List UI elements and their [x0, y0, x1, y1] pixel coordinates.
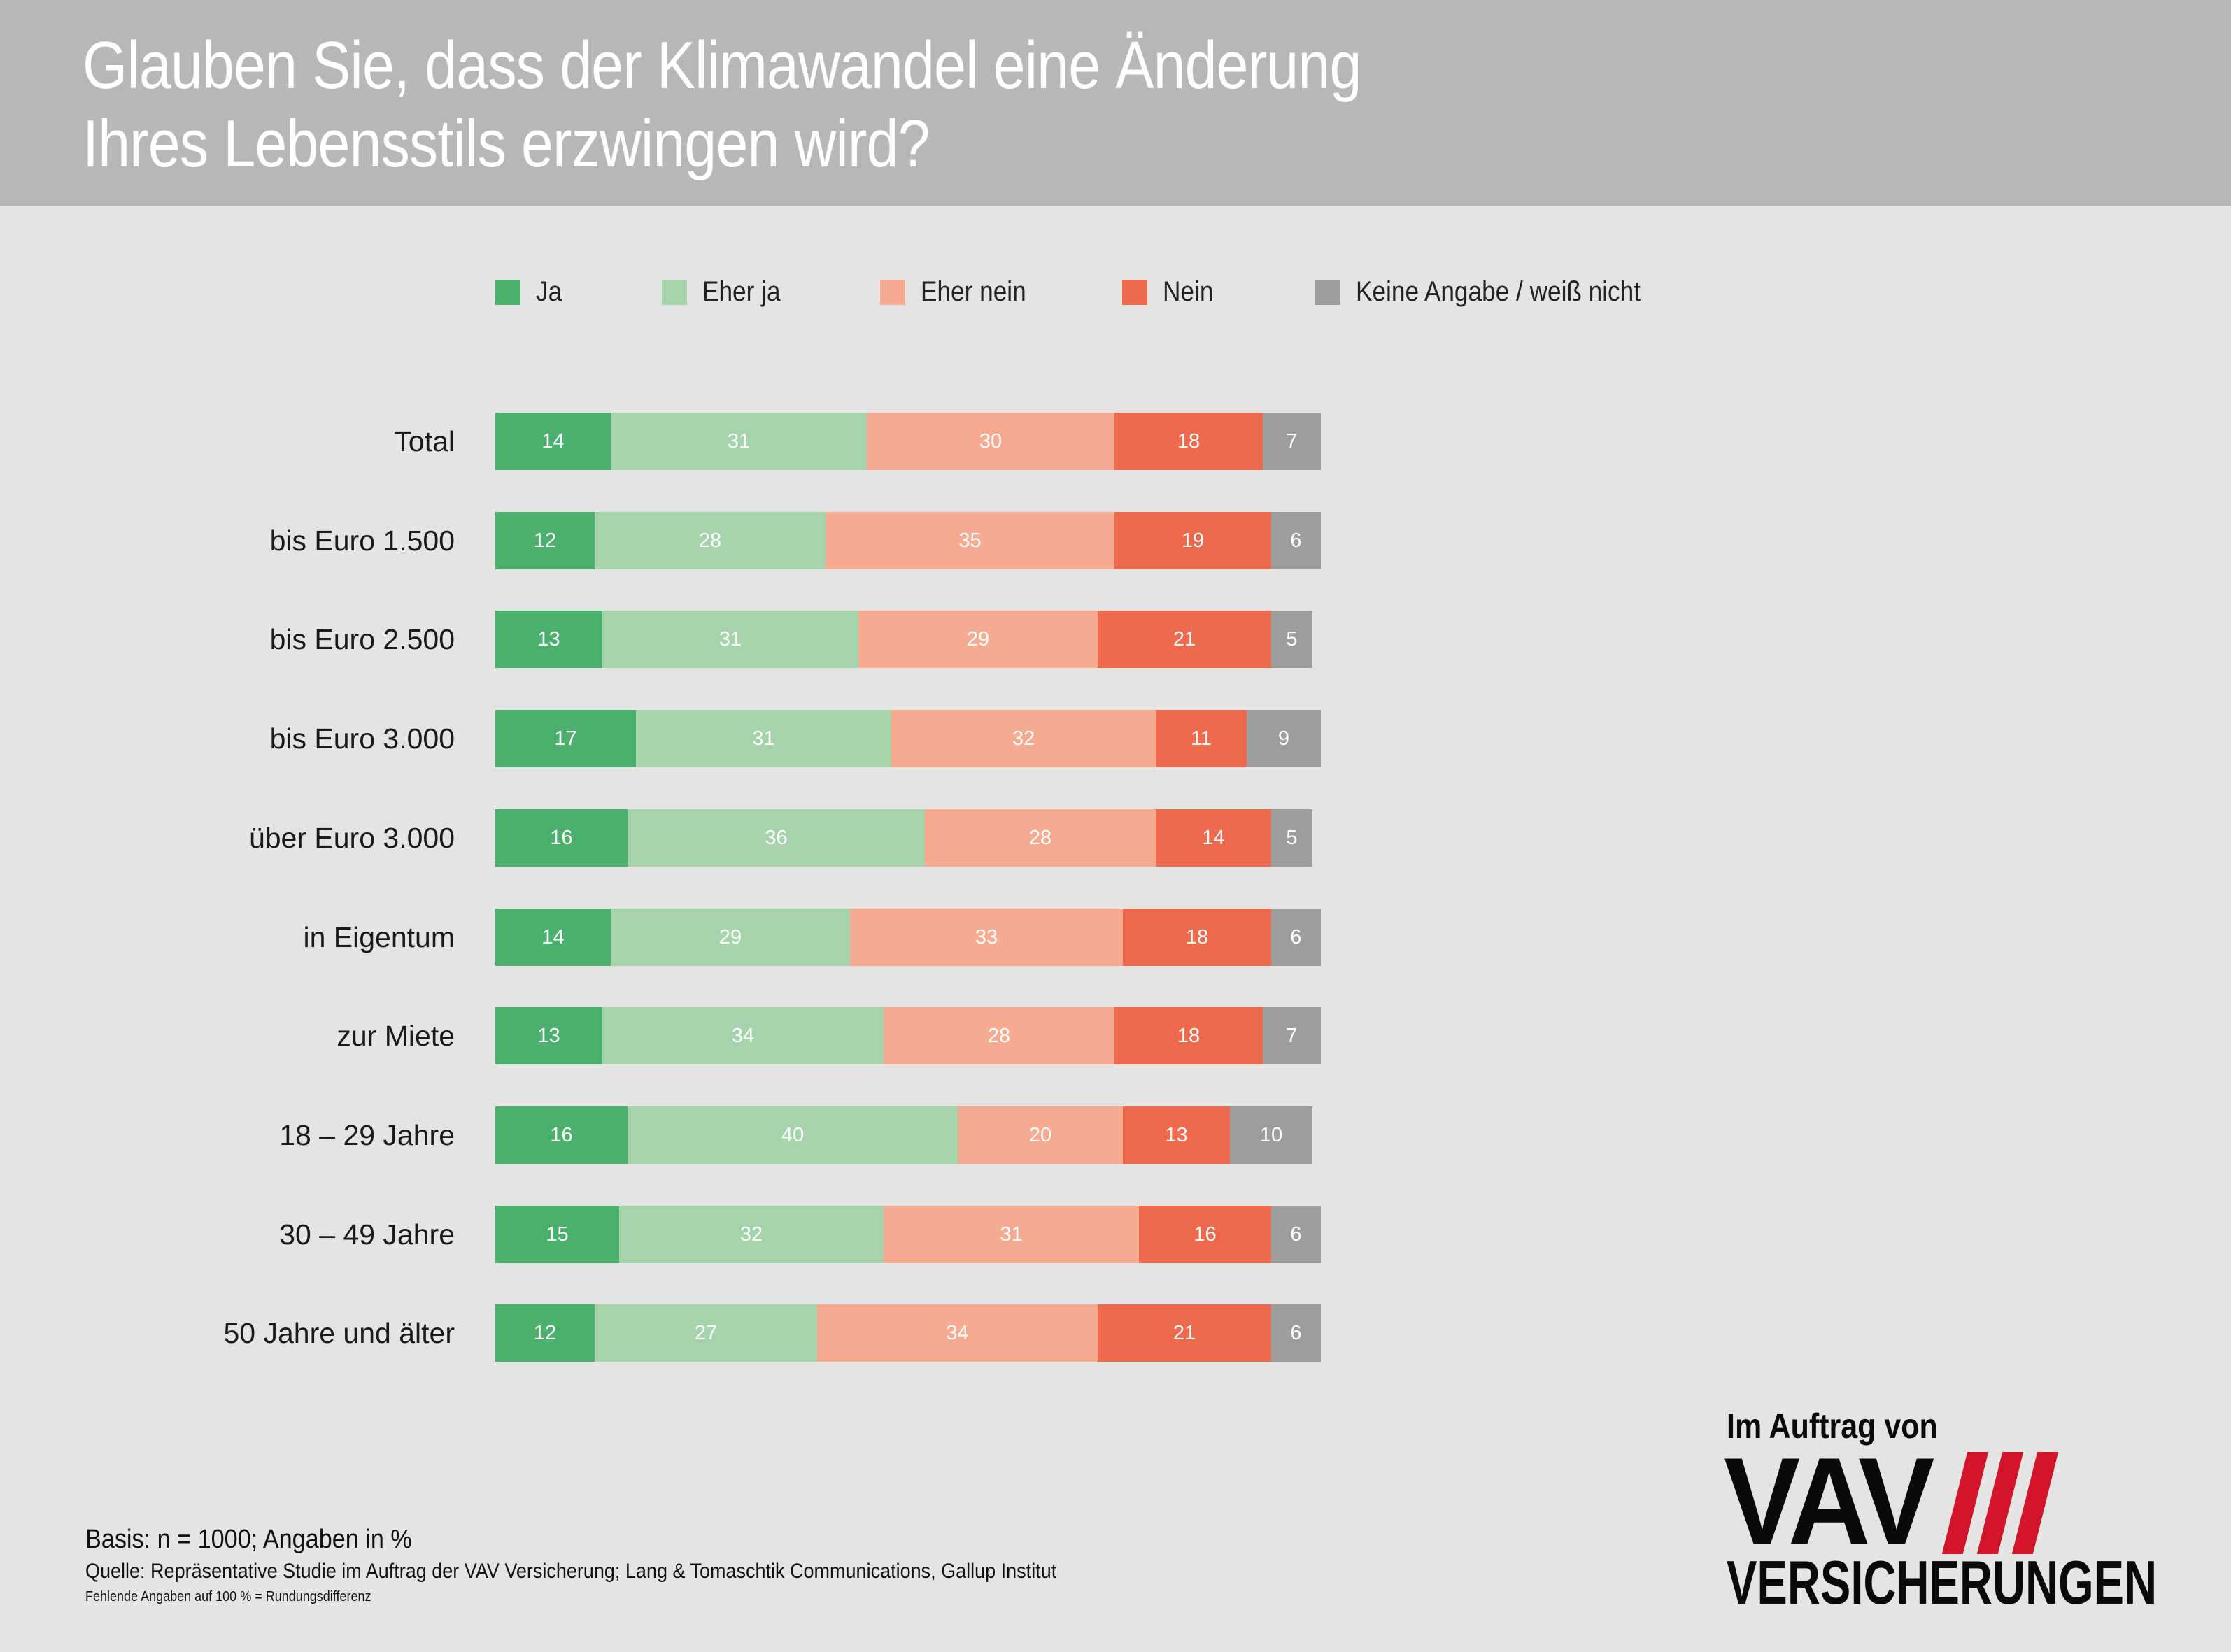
- bar-segment: 15: [495, 1206, 619, 1263]
- bar-segment: 30: [867, 413, 1114, 470]
- bar-segment: 5: [1271, 809, 1312, 867]
- bar-segment: 29: [611, 909, 850, 966]
- bar-segment: 6: [1271, 1206, 1321, 1263]
- bar-segment: 13: [495, 1007, 602, 1064]
- bar-segment: 14: [495, 909, 611, 966]
- legend-label: Eher ja: [702, 276, 781, 307]
- category-label: 50 Jahre und älter: [223, 1317, 455, 1349]
- bar-segment: 32: [619, 1206, 884, 1263]
- bar-segment: 6: [1271, 1304, 1321, 1362]
- legend-swatch: [662, 280, 687, 305]
- legend-label: Ja: [536, 276, 562, 307]
- category-label: über Euro 3.000: [248, 822, 455, 854]
- bar-segment: 17: [495, 710, 636, 767]
- bar-segment: 34: [817, 1304, 1098, 1362]
- bar-segment: 32: [891, 710, 1156, 767]
- bar-segment: 31: [602, 611, 858, 668]
- bar-segment: 12: [495, 512, 595, 569]
- category-label: bis Euro 3.000: [269, 722, 455, 755]
- chart-title-line-2: Ihres Lebensstils erzwingen wird?: [83, 106, 930, 181]
- bar-segment: 31: [611, 413, 867, 470]
- bar-segment: 28: [925, 809, 1156, 867]
- chart-title: Glauben Sie, dass der Klimawandel eine Ä…: [83, 27, 1527, 183]
- bar-segment: 40: [628, 1106, 958, 1164]
- bar-segment: 29: [858, 611, 1098, 668]
- category-label: bis Euro 1.500: [269, 525, 455, 557]
- footer-note: Fehlende Angaben auf 100 % = Rundungsdif…: [85, 1589, 371, 1604]
- bar-segment: 16: [1139, 1206, 1271, 1263]
- bar-segment: 13: [495, 611, 602, 668]
- bar-segment: 12: [495, 1304, 595, 1362]
- bar-segment: 20: [958, 1106, 1123, 1164]
- logo-subtitle: VERSICHERUNGEN: [1727, 1548, 2158, 1617]
- bar-segment: 9: [1247, 710, 1321, 767]
- category-label: bis Euro 2.500: [269, 623, 455, 655]
- bar-segment: 6: [1271, 512, 1321, 569]
- category-label: 18 – 29 Jahre: [279, 1119, 455, 1151]
- legend-swatch: [1315, 280, 1340, 305]
- bar-segment: 19: [1114, 512, 1271, 569]
- bar-segment: 14: [495, 413, 611, 470]
- vav-logo: Im Auftrag von VAV VERSICHERUNGEN: [1724, 1406, 2188, 1617]
- bar-segment: 18: [1123, 909, 1271, 966]
- bar-segment: 31: [636, 710, 891, 767]
- bar-segment: 28: [595, 512, 826, 569]
- legend-swatch: [880, 280, 905, 305]
- legend-label: Nein: [1163, 276, 1214, 307]
- footer-source: Quelle: Repräsentative Studie im Auftrag…: [85, 1560, 1057, 1583]
- bar-segment: 21: [1098, 611, 1271, 668]
- bar-segment: 6: [1271, 909, 1321, 966]
- legend-swatch: [1122, 280, 1147, 305]
- category-label: in Eigentum: [303, 921, 455, 953]
- footer-basis: Basis: n = 1000; Angaben in %: [85, 1525, 412, 1554]
- bar-segment: 10: [1230, 1106, 1312, 1164]
- bar-segment: 18: [1114, 413, 1263, 470]
- bar-segment: 28: [884, 1007, 1114, 1064]
- bar-segment: 7: [1263, 1007, 1321, 1064]
- bar-segment: 35: [826, 512, 1114, 569]
- category-label: 30 – 49 Jahre: [279, 1218, 455, 1251]
- bar-segment: 21: [1098, 1304, 1271, 1362]
- bar-segment: 5: [1271, 611, 1312, 668]
- bar-segment: 33: [850, 909, 1123, 966]
- title-banner: [0, 0, 2231, 206]
- bar-segment: 36: [628, 809, 925, 867]
- logo-caption: Im Auftrag von: [1727, 1407, 1938, 1446]
- bar-segment: 27: [595, 1304, 817, 1362]
- bar-segment: 34: [602, 1007, 884, 1064]
- bar-segment: 16: [495, 1106, 628, 1164]
- bar-segment: 16: [495, 809, 628, 867]
- chart-title-line-1: Glauben Sie, dass der Klimawandel eine Ä…: [83, 28, 1361, 103]
- bar-segment: 13: [1123, 1106, 1230, 1164]
- bar-segment: 31: [884, 1206, 1139, 1263]
- legend-label: Eher nein: [921, 276, 1026, 307]
- legend-swatch: [495, 280, 520, 305]
- logo-stripes-icon: [1936, 1452, 2062, 1554]
- legend-label: Keine Angabe / weiß nicht: [1356, 276, 1641, 307]
- category-label: Total: [394, 425, 455, 457]
- category-label: zur Miete: [337, 1020, 455, 1052]
- bar-segment: 11: [1156, 710, 1247, 767]
- logo-wordmark: VAV: [1724, 1432, 1934, 1571]
- bar-segment: 14: [1156, 809, 1271, 867]
- bar-segment: 7: [1263, 413, 1321, 470]
- bar-segment: 18: [1114, 1007, 1263, 1064]
